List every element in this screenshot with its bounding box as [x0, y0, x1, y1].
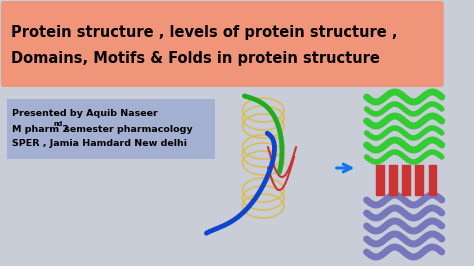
Text: Domains, Motifs & Folds in protein structure: Domains, Motifs & Folds in protein struc… [11, 51, 380, 65]
Text: semester pharmacology: semester pharmacology [61, 124, 193, 134]
Text: Protein structure , levels of protein structure ,: Protein structure , levels of protein st… [11, 24, 398, 39]
FancyBboxPatch shape [7, 99, 215, 159]
FancyArrowPatch shape [337, 164, 351, 172]
FancyBboxPatch shape [1, 1, 444, 87]
Text: SPER , Jamia Hamdard New delhi: SPER , Jamia Hamdard New delhi [12, 139, 187, 148]
Text: M pharm 2: M pharm 2 [12, 124, 69, 134]
Text: Presented by Aquib Naseer: Presented by Aquib Naseer [12, 110, 158, 118]
Text: nd: nd [54, 121, 63, 127]
